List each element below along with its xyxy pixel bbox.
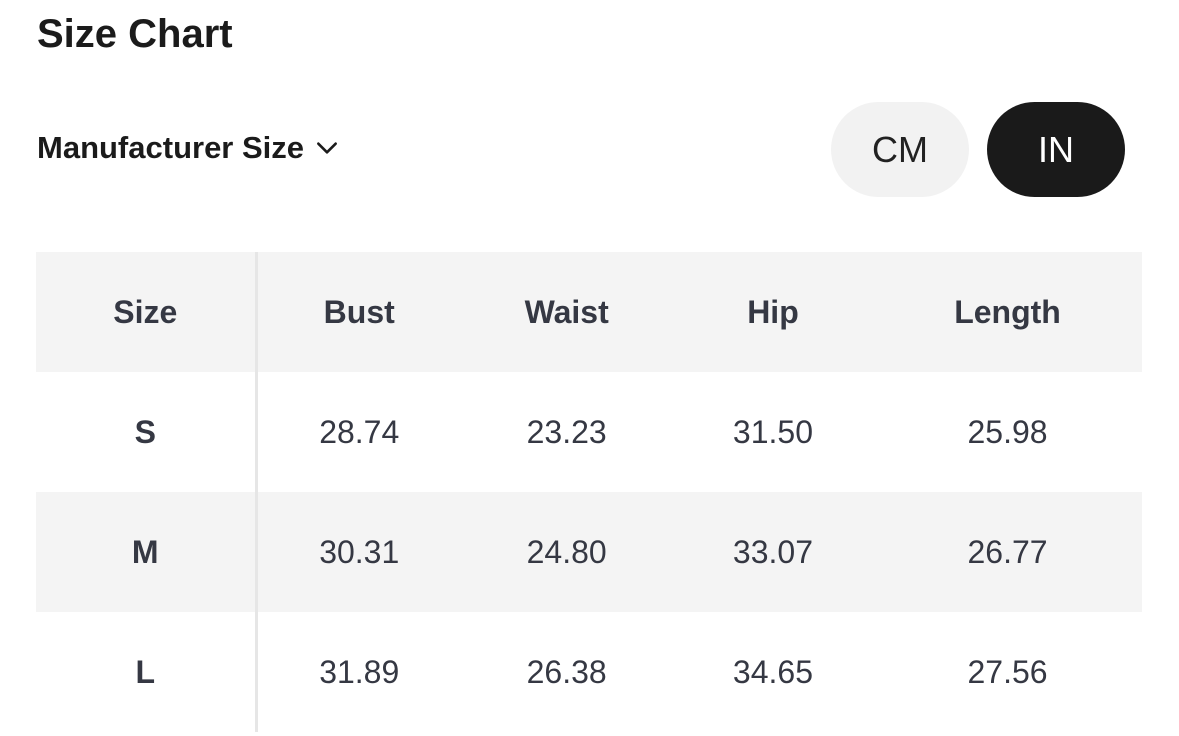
table-row: L 31.89 26.38 34.65 27.56 [36,612,1142,732]
cell-bust: 28.74 [319,413,400,450]
header-waist: Waist [524,293,609,330]
cell-size: S [36,372,258,492]
cell-length: 25.98 [967,413,1048,450]
cell-hip: 34.65 [732,653,813,690]
cell-bust: 30.31 [319,533,400,570]
header-hip: Hip [747,293,799,330]
cell-size: M [36,492,258,612]
cell-bust: 31.89 [319,653,400,690]
table-header-row: Size Bust Waist Hip Length [36,252,1142,372]
page-title: Size Chart [37,12,233,56]
manufacturer-size-label: Manufacturer Size [37,130,305,165]
cell-waist: 24.80 [526,533,607,570]
header-bust: Bust [323,293,395,330]
cell-hip: 33.07 [732,533,813,570]
manufacturer-size-dropdown[interactable]: Manufacturer Size [37,130,340,166]
cell-hip: 31.50 [732,413,813,450]
table-row: M 30.31 24.80 33.07 26.77 [36,492,1142,612]
unit-toggle-in[interactable]: IN [987,102,1125,197]
cell-length: 26.77 [967,533,1048,570]
cell-waist: 26.38 [526,653,607,690]
unit-toggle-cm[interactable]: CM [831,102,969,197]
cell-length: 27.56 [967,653,1048,690]
header-length: Length [954,293,1061,330]
cell-size: L [36,612,258,732]
size-table: Size Bust Waist Hip Length S 28.74 23.23… [36,252,1143,732]
chevron-down-icon [317,142,337,154]
header-size: Size [36,252,258,372]
table-row: S 28.74 23.23 31.50 25.98 [36,372,1142,492]
cell-waist: 23.23 [526,413,607,450]
